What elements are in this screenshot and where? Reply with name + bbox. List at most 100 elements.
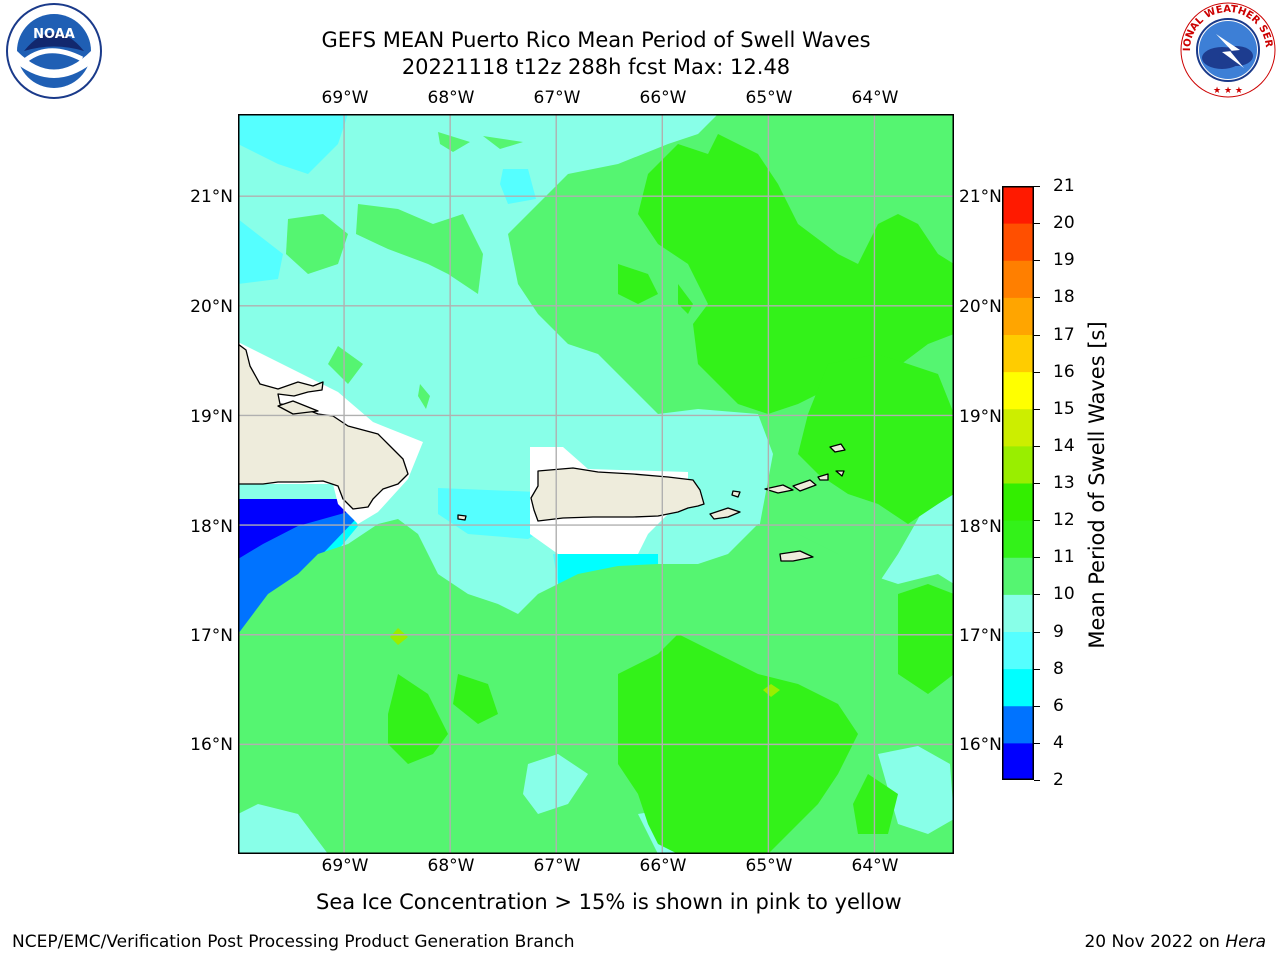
- colorbar-tick-label: 18: [1053, 287, 1075, 308]
- colorbar-tick-label: 12: [1053, 510, 1075, 531]
- lat-label-right-16n: 16°N: [959, 735, 1002, 755]
- lon-label-top-65w: 65°W: [745, 88, 793, 108]
- colorbar-label: Mean Period of Swell Waves [s]: [1085, 321, 1109, 649]
- colorbar: [1002, 186, 1034, 780]
- st-thomas-island: [764, 484, 794, 494]
- lat-label-right-20n: 20°N: [959, 297, 1002, 317]
- lat-label-left-21n: 21°N: [190, 187, 233, 207]
- lon-label-bottom-65w: 65°W: [745, 856, 793, 876]
- colorbar-tick-mark: [1034, 668, 1040, 670]
- lat-label-right-18n: 18°N: [959, 517, 1002, 537]
- colorbar-bin-18-19: [1002, 260, 1034, 298]
- anegada-island: [829, 443, 846, 453]
- colorbar-tick-label: 21: [1053, 176, 1075, 196]
- colorbar-tick-mark: [1034, 445, 1040, 447]
- lat-label-left-18n: 18°N: [190, 517, 233, 537]
- colorbar-tick-label: 8: [1053, 658, 1064, 679]
- virgin-gorda-island: [835, 470, 845, 477]
- colorbar-tick-label: 13: [1053, 473, 1075, 493]
- lat-label-left-19n: 19°N: [190, 407, 233, 427]
- colorbar-frame: [1002, 186, 1034, 780]
- colorbar-bin-13-14: [1002, 445, 1034, 484]
- st-croix-island: [779, 550, 814, 562]
- colorbar-tick-mark: [1034, 223, 1040, 225]
- footer-date-text: 20 Nov 2022 on: [1084, 932, 1220, 952]
- lat-label-right-17n: 17°N: [959, 626, 1002, 646]
- svg-text:★ ★ ★: ★ ★ ★: [1213, 86, 1243, 96]
- colorbar-tick-mark: [1034, 705, 1040, 707]
- colorbar-tick-mark: [1034, 186, 1040, 187]
- lat-label-right-19n: 19°N: [959, 407, 1002, 427]
- colorbar-tick-mark: [1034, 594, 1040, 596]
- colorbar-bin-15-16: [1002, 371, 1034, 410]
- lon-label-top-64w: 64°W: [851, 88, 899, 108]
- colorbar-tick-label: 15: [1053, 398, 1075, 419]
- colorbar-tick-mark: [1034, 408, 1040, 410]
- st-john-island: [792, 479, 817, 492]
- colorbar-bin-6-8: [1002, 668, 1034, 707]
- hispaniola-coast: [238, 343, 409, 510]
- lat-label-left-20n: 20°N: [190, 297, 233, 317]
- lon-label-bottom-68w: 68°W: [427, 856, 475, 876]
- colorbar-tick-mark: [1034, 297, 1040, 299]
- colorbar-tick-mark: [1034, 334, 1040, 336]
- plot-title: GEFS MEAN Puerto Rico Mean Period of Swe…: [321, 28, 871, 52]
- colorbar-bin-19-20: [1002, 223, 1034, 261]
- colorbar-tick-label: 19: [1053, 250, 1075, 271]
- colorbar-tick-mark: [1034, 520, 1040, 522]
- colorbar-bin-11-12: [1002, 520, 1034, 558]
- colorbar-bin-2-4: [1002, 742, 1034, 780]
- colorbar-tick-label: 10: [1053, 584, 1075, 605]
- lon-label-bottom-69w: 69°W: [321, 856, 369, 876]
- footer-date: 20 Nov 2022 on Hera: [1084, 932, 1266, 952]
- colorbar-tick-label: 11: [1053, 547, 1075, 568]
- puerto-rico-coast: [530, 467, 705, 522]
- lat-label-left-16n: 16°N: [190, 735, 233, 755]
- colorbar-tick-label: 20: [1053, 213, 1075, 234]
- sea-ice-note: Sea Ice Concentration > 15% is shown in …: [316, 890, 902, 914]
- tortola-island: [817, 473, 829, 481]
- field-2-4s: [238, 499, 348, 559]
- nws-logo: NATIONAL WEATHER SERVICE ★ ★ ★: [1178, 0, 1276, 98]
- colorbar-tick-mark: [1034, 371, 1040, 373]
- map-frame: [238, 114, 954, 854]
- swell-period-map: [238, 114, 954, 854]
- culebra-island: [731, 490, 741, 498]
- vieques-island: [709, 507, 741, 520]
- lon-label-top-69w: 69°W: [321, 88, 369, 108]
- land: [238, 343, 846, 562]
- field-12-13s: [390, 628, 780, 697]
- colorbar-tick-label: 4: [1053, 732, 1064, 753]
- lon-label-top-67w: 67°W: [533, 88, 581, 108]
- lon-label-bottom-67w: 67°W: [533, 856, 581, 876]
- footer-branch: NCEP/EMC/Verification Post Processing Pr…: [12, 932, 575, 952]
- colorbar-tick-mark: [1034, 742, 1040, 744]
- colorbar-tick-label: 2: [1053, 770, 1064, 790]
- colorbar-tick-mark: [1034, 631, 1040, 633]
- lon-label-bottom-66w: 66°W: [639, 856, 687, 876]
- footer-host: Hera: [1225, 932, 1266, 952]
- colorbar-tick-mark: [1034, 557, 1040, 559]
- colorbar-tick-label: 14: [1053, 435, 1075, 456]
- colorbar-bin-14-15: [1002, 408, 1034, 447]
- colorbar-tick-mark: [1034, 260, 1040, 262]
- colorbar-bin-20-21: [1002, 186, 1034, 224]
- lat-label-left-17n: 17°N: [190, 626, 233, 646]
- colorbar-tick-mark: [1034, 483, 1040, 484]
- colorbar-bin-12-13: [1002, 483, 1034, 521]
- graticule: [238, 114, 954, 854]
- colorbar-bin-10-11: [1002, 557, 1034, 595]
- colorbar-bin-4-6: [1002, 705, 1034, 744]
- hispaniola-islet: [277, 400, 319, 415]
- colorbar-tick-label: 17: [1053, 324, 1075, 345]
- noaa-logo: NOAA: [6, 3, 102, 99]
- noaa-logo-text: NOAA: [33, 27, 75, 42]
- colorbar-tick-mark: [1034, 780, 1040, 781]
- lat-label-right-21n: 21°N: [959, 187, 1002, 207]
- colorbar-bin-16-17: [1002, 334, 1034, 373]
- lon-label-top-66w: 66°W: [639, 88, 687, 108]
- colorbar-tick-label: 6: [1053, 695, 1064, 716]
- colorbar-tick-label: 9: [1053, 621, 1064, 642]
- colorbar-bin-8-9: [1002, 631, 1034, 670]
- colorbar-bin-17-18: [1002, 297, 1034, 335]
